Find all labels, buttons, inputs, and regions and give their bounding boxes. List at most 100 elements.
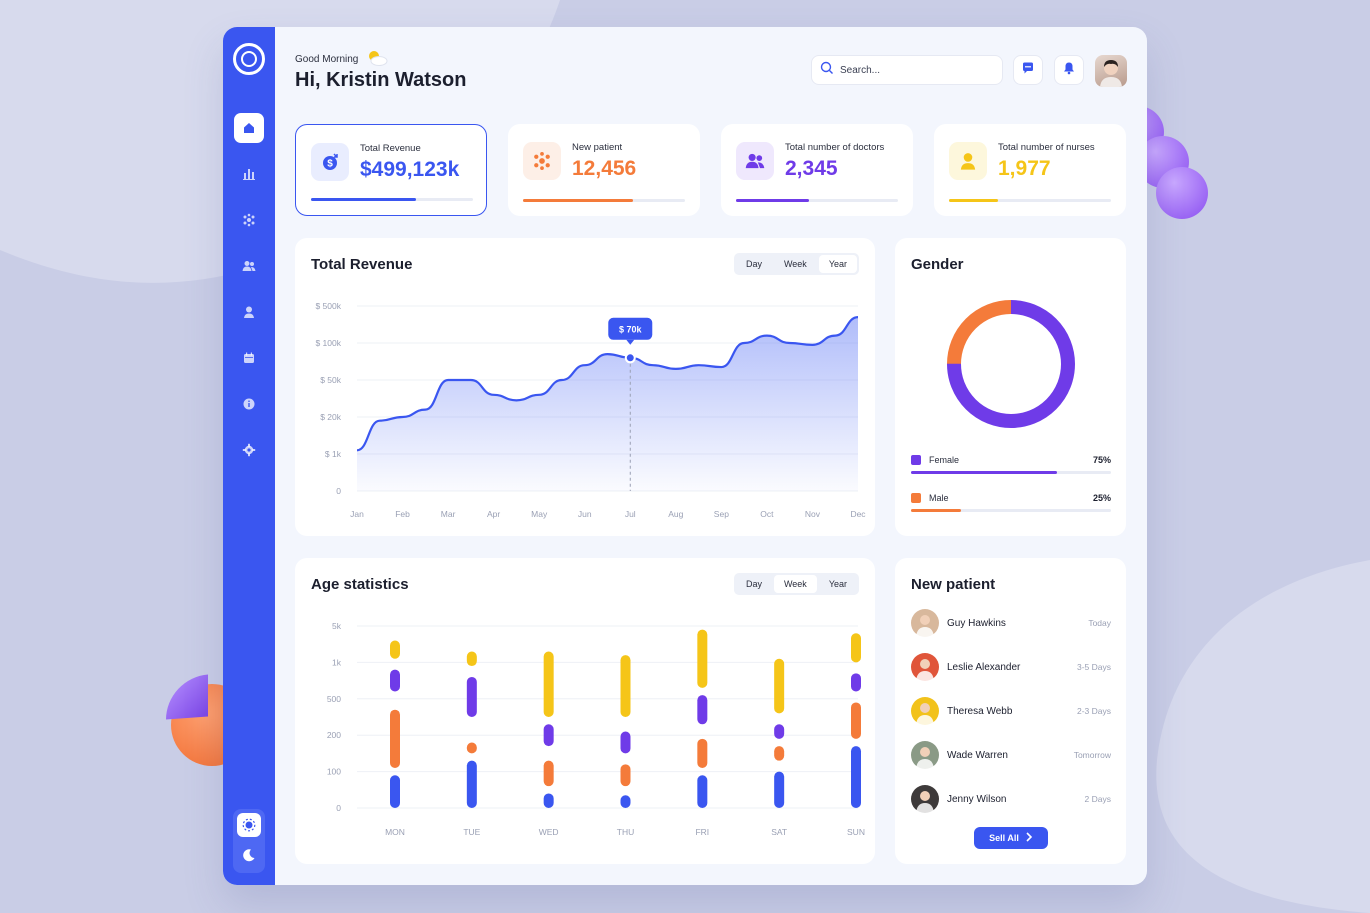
bar-segment bbox=[774, 658, 785, 714]
sidebar-item-virus[interactable] bbox=[234, 205, 264, 235]
svg-text:$: $ bbox=[327, 159, 333, 170]
sun-icon[interactable] bbox=[237, 813, 261, 837]
patient-row[interactable]: Leslie Alexander 3-5 Days bbox=[911, 653, 1111, 683]
bar-segment bbox=[851, 746, 861, 808]
patient-row[interactable]: Guy Hawkins Today bbox=[911, 609, 1111, 639]
x-tick-label: Jan bbox=[350, 509, 364, 519]
x-tick-label: Sep bbox=[714, 509, 729, 519]
bar-segment bbox=[851, 702, 861, 739]
sidebar-item-home[interactable] bbox=[234, 113, 264, 143]
bar-segment bbox=[697, 695, 708, 725]
sidebar-item-users[interactable] bbox=[234, 251, 264, 281]
sun-cloud-icon bbox=[365, 49, 389, 70]
age-period-toggle: Day Week Year bbox=[733, 573, 859, 595]
x-tick-label: THU bbox=[617, 827, 634, 837]
users-icon bbox=[745, 151, 765, 171]
bar-segment bbox=[851, 673, 861, 692]
new-patient-card: New patient Guy Hawkins Today Leslie Ale… bbox=[895, 558, 1126, 864]
stat-progress-fill bbox=[311, 198, 417, 201]
segment-week[interactable]: Week bbox=[773, 575, 817, 593]
legend-progress-fill bbox=[911, 471, 1057, 474]
x-tick-label: Oct bbox=[760, 509, 774, 519]
sidebar-item-calendar[interactable] bbox=[234, 343, 264, 373]
stat-progress-track bbox=[736, 199, 898, 202]
user-icon bbox=[958, 151, 978, 171]
sidebar-item-settings[interactable] bbox=[234, 435, 264, 465]
user-icon bbox=[242, 305, 256, 319]
y-tick-label: $ 100k bbox=[315, 338, 341, 348]
age-title: Age statistics bbox=[311, 576, 409, 593]
stat-icon-wrap bbox=[949, 142, 987, 180]
see-all-button[interactable]: Sell All bbox=[974, 827, 1048, 849]
x-tick-label: FRI bbox=[695, 827, 709, 837]
stat-value: 12,456 bbox=[572, 157, 637, 180]
y-tick-label: 1k bbox=[332, 657, 342, 667]
y-tick-label: 0 bbox=[336, 803, 341, 813]
legend-percent: 25% bbox=[1092, 493, 1111, 503]
stat-card-total-revenue[interactable]: $ Total Revenue $499,123k bbox=[295, 124, 487, 216]
sidebar-item-info[interactable] bbox=[234, 389, 264, 419]
legend-percent: 75% bbox=[1092, 455, 1111, 465]
user-avatar[interactable] bbox=[1095, 55, 1127, 87]
bar-segment bbox=[774, 746, 785, 761]
stat-card-total-number-of-doctors[interactable]: Total number of doctors 2,345 bbox=[721, 124, 913, 216]
search-icon bbox=[820, 61, 834, 80]
bar-segment bbox=[390, 709, 400, 768]
moon-icon[interactable] bbox=[237, 843, 261, 867]
sidebar-item-user[interactable] bbox=[234, 297, 264, 327]
segment-year[interactable]: Year bbox=[828, 579, 847, 589]
dashboard-window: Good Morning Hi, Kristin Watson $ Total … bbox=[223, 27, 1147, 885]
segment-day[interactable]: Day bbox=[745, 579, 762, 589]
patient-row[interactable]: Wade Warren Tomorrow bbox=[911, 741, 1111, 771]
search-input[interactable] bbox=[840, 64, 990, 76]
search-box[interactable] bbox=[811, 55, 1003, 85]
bar-segment bbox=[543, 651, 554, 717]
logo-icon[interactable] bbox=[233, 43, 265, 75]
highlight-point bbox=[624, 352, 636, 364]
stat-card-total-number-of-nurses[interactable]: Total number of nurses 1,977 bbox=[934, 124, 1126, 216]
stat-card-new-patient[interactable]: New patient 12,456 bbox=[508, 124, 700, 216]
revenue-line bbox=[356, 316, 859, 452]
bar-segment bbox=[620, 795, 631, 808]
patient-name: Wade Warren bbox=[947, 750, 1008, 761]
patient-row[interactable]: Jenny Wilson 2 Days bbox=[911, 785, 1111, 815]
bar-segment bbox=[697, 775, 708, 808]
bar-segment bbox=[390, 669, 400, 692]
bar-segment bbox=[620, 764, 631, 787]
settings-icon bbox=[242, 443, 256, 457]
sidebar-item-bar-chart[interactable] bbox=[234, 159, 264, 189]
see-all-label: Sell All bbox=[989, 833, 1019, 843]
x-tick-label: May bbox=[531, 509, 548, 519]
avatar bbox=[911, 609, 939, 637]
bar-segment bbox=[851, 633, 861, 663]
segment-week[interactable]: Week bbox=[783, 259, 807, 269]
y-tick-label: 200 bbox=[327, 730, 341, 740]
bar-segment bbox=[390, 775, 400, 808]
age-card: Age statistics Day Week Year 5k 1k 500 200 100… bbox=[295, 558, 875, 864]
chat-button[interactable] bbox=[1013, 55, 1043, 85]
segment-year[interactable]: Year bbox=[818, 255, 857, 273]
theme-switcher bbox=[233, 809, 265, 873]
x-tick-label: TUE bbox=[463, 827, 480, 837]
legend-progress-track bbox=[911, 471, 1111, 474]
notification-button[interactable] bbox=[1054, 55, 1084, 85]
revenue-period-toggle: Day Week Year bbox=[733, 253, 859, 275]
users-icon bbox=[242, 259, 256, 273]
bar-segment bbox=[697, 738, 708, 768]
tooltip-box bbox=[608, 317, 653, 340]
home-icon bbox=[242, 121, 256, 135]
bell-icon bbox=[1062, 61, 1076, 80]
bar-segment bbox=[543, 724, 554, 747]
avatar bbox=[911, 741, 939, 769]
x-tick-label: Jun bbox=[578, 509, 592, 519]
bar-chart-icon bbox=[242, 167, 256, 181]
x-tick-label: SAT bbox=[771, 827, 787, 837]
segment-day[interactable]: Day bbox=[745, 259, 762, 269]
patient-row[interactable]: Theresa Webb 2-3 Days bbox=[911, 697, 1111, 727]
patient-name: Leslie Alexander bbox=[947, 662, 1021, 673]
age-chart: 5k 1k 500 200 100 0 MON TUE WED THU FRI SAT SUN bbox=[327, 621, 865, 837]
bar-segment bbox=[774, 771, 785, 808]
y-tick-label: 500 bbox=[327, 694, 341, 704]
patient-time: 3-5 Days bbox=[1076, 662, 1111, 672]
stat-progress-fill bbox=[523, 199, 634, 202]
